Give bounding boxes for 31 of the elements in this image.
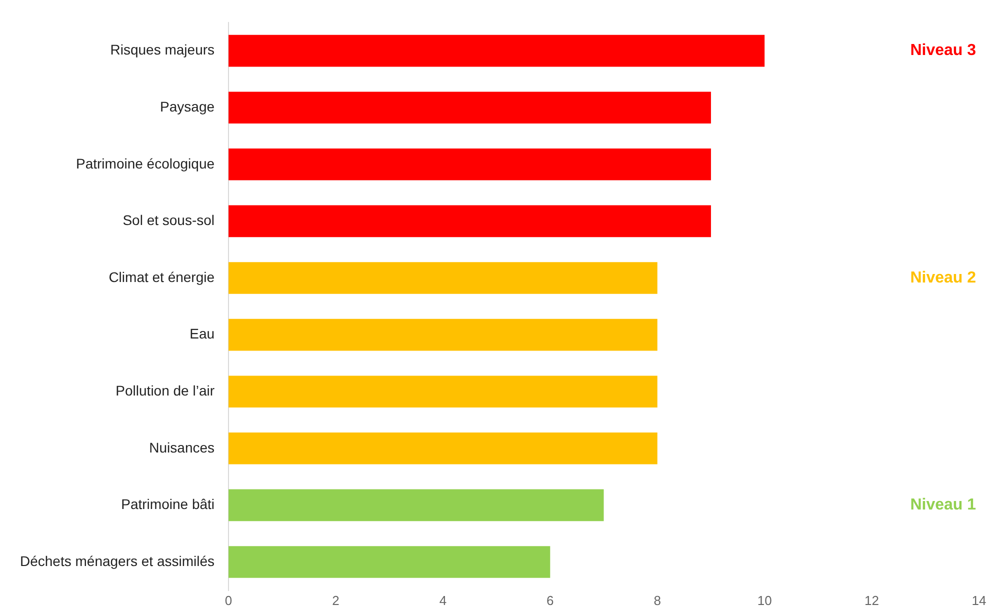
bar xyxy=(228,34,765,67)
y-tick-label: Risques majeurs xyxy=(110,42,215,58)
bar xyxy=(228,546,550,578)
y-tick-label: Sol et sous-sol xyxy=(122,212,215,228)
y-tick-label: Pollution de l’air xyxy=(116,382,215,398)
bar xyxy=(228,376,658,408)
y-tick-label: Déchets ménagers et assimilés xyxy=(20,552,215,569)
annotation: Niveau 1 xyxy=(910,496,976,514)
annotation: Niveau 3 xyxy=(910,42,976,60)
bar xyxy=(228,432,658,464)
y-tick-label: Patrimoine bâti xyxy=(121,496,215,512)
bar xyxy=(228,489,604,522)
bar xyxy=(228,92,711,124)
x-tick-label: 10 xyxy=(757,592,772,608)
x-tick-label: 0 xyxy=(224,592,232,608)
x-tick-label: 4 xyxy=(439,592,447,608)
x-tick-label: 6 xyxy=(546,592,554,608)
annotation: Niveau 2 xyxy=(910,269,976,286)
x-tick-label: 12 xyxy=(864,592,880,608)
y-tick-label: Eau xyxy=(190,326,215,342)
x-tick-label: 2 xyxy=(332,592,340,608)
y-tick-label: Paysage xyxy=(160,98,215,114)
bar xyxy=(228,148,711,180)
bar xyxy=(228,205,711,238)
y-tick-label: Climat et énergie xyxy=(108,268,215,285)
x-tick-label: 8 xyxy=(654,592,661,608)
y-tick-label: Nuisances xyxy=(149,439,215,456)
x-tick-label: 14 xyxy=(972,592,986,608)
bar xyxy=(228,318,658,351)
y-tick-label: Patrimoine écologique xyxy=(76,155,215,172)
bar xyxy=(228,262,658,294)
